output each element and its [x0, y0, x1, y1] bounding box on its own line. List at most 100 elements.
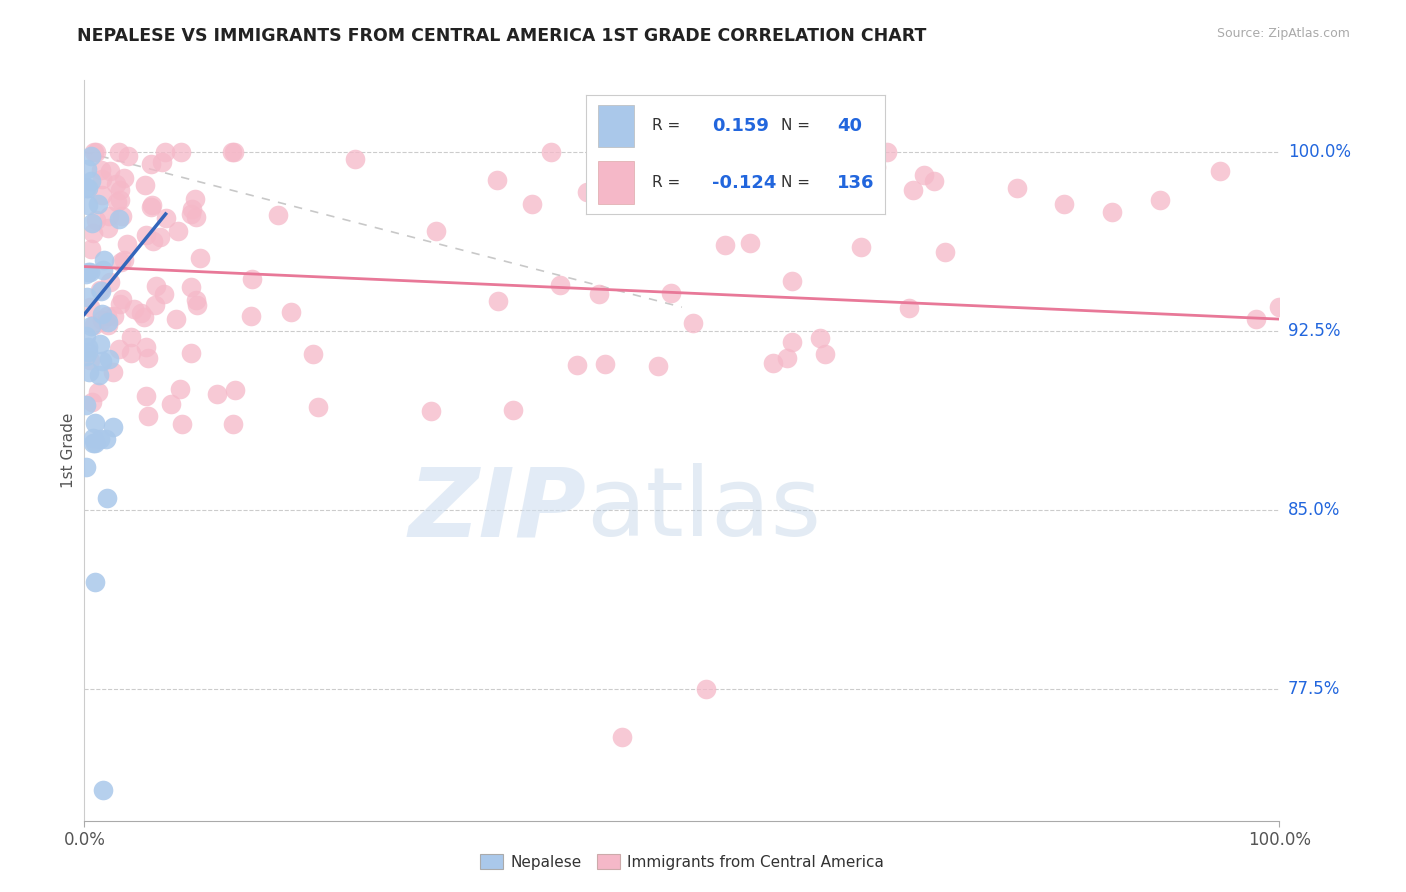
- Point: [180, 346, 202, 360]
- Point: [97, 315, 120, 329]
- Point: [91, 262, 114, 277]
- Point: [180, 280, 202, 294]
- Point: [181, 202, 204, 216]
- Point: [103, 309, 125, 323]
- Point: [84, 145, 107, 159]
- Point: [170, 417, 193, 432]
- Point: [851, 240, 873, 254]
- Point: [115, 237, 138, 252]
- Point: [808, 331, 831, 345]
- Point: [108, 342, 131, 356]
- Point: [520, 197, 543, 211]
- Point: [224, 145, 246, 159]
- Point: [75, 328, 97, 343]
- Point: [111, 209, 134, 223]
- Point: [307, 401, 329, 415]
- Point: [486, 293, 509, 308]
- Point: [1053, 197, 1076, 211]
- Point: [98, 275, 121, 289]
- Point: [343, 153, 366, 167]
- Point: [80, 174, 103, 188]
- Point: [224, 383, 246, 397]
- Point: [1268, 300, 1291, 314]
- Point: [876, 145, 898, 159]
- Point: [1209, 164, 1232, 178]
- Point: [695, 682, 717, 697]
- Point: [94, 432, 117, 446]
- Point: [86, 212, 108, 227]
- Point: [87, 368, 110, 383]
- Point: [682, 316, 704, 330]
- Point: [75, 398, 97, 412]
- Point: [703, 146, 725, 161]
- Point: [540, 145, 562, 159]
- Point: [221, 145, 243, 159]
- Point: [108, 193, 131, 207]
- Point: [75, 460, 97, 475]
- Point: [221, 417, 243, 431]
- Point: [141, 198, 163, 212]
- Point: [89, 284, 111, 298]
- Point: [1149, 193, 1171, 207]
- Point: [91, 353, 114, 368]
- Point: [79, 148, 101, 162]
- Point: [565, 358, 588, 372]
- Point: [502, 403, 524, 417]
- Point: [75, 267, 97, 281]
- Point: [89, 432, 111, 446]
- Point: [75, 350, 97, 364]
- Point: [145, 279, 167, 293]
- Point: [170, 145, 193, 159]
- Point: [184, 293, 207, 308]
- Point: [80, 318, 103, 333]
- Text: NEPALESE VS IMMIGRANTS FROM CENTRAL AMERICA 1ST GRADE CORRELATION CHART: NEPALESE VS IMMIGRANTS FROM CENTRAL AMER…: [77, 27, 927, 45]
- Point: [104, 178, 127, 192]
- Point: [107, 212, 129, 227]
- Point: [117, 148, 139, 162]
- Point: [96, 491, 118, 506]
- Point: [77, 181, 100, 195]
- Point: [166, 224, 188, 238]
- Point: [136, 351, 159, 366]
- Point: [82, 395, 104, 409]
- Point: [120, 345, 142, 359]
- Point: [903, 183, 925, 197]
- Point: [83, 435, 105, 450]
- Point: [97, 209, 120, 223]
- Point: [101, 419, 124, 434]
- Point: [80, 243, 103, 257]
- Text: 100.0%: 100.0%: [1288, 143, 1351, 161]
- Point: [98, 164, 121, 178]
- Y-axis label: 1st Grade: 1st Grade: [60, 413, 76, 488]
- Point: [83, 416, 105, 430]
- Point: [76, 265, 98, 279]
- Point: [242, 272, 264, 286]
- Point: [588, 286, 610, 301]
- Point: [108, 145, 131, 159]
- Legend: Nepalese, Immigrants from Central America: Nepalese, Immigrants from Central Americ…: [474, 847, 890, 876]
- Point: [82, 431, 104, 445]
- Point: [169, 382, 191, 396]
- Text: 92.5%: 92.5%: [1288, 322, 1340, 340]
- Point: [776, 351, 799, 365]
- Point: [865, 160, 887, 174]
- Point: [76, 161, 98, 176]
- Point: [603, 151, 626, 165]
- Point: [485, 173, 508, 187]
- Point: [90, 163, 112, 178]
- Point: [267, 208, 290, 222]
- Point: [184, 210, 207, 224]
- Point: [738, 236, 761, 251]
- Text: Source: ZipAtlas.com: Source: ZipAtlas.com: [1216, 27, 1350, 40]
- Point: [135, 228, 157, 243]
- Point: [612, 730, 634, 744]
- Point: [188, 251, 211, 265]
- Point: [205, 387, 228, 401]
- Point: [136, 409, 159, 424]
- Point: [83, 318, 105, 332]
- Point: [141, 157, 163, 171]
- Point: [132, 310, 155, 325]
- Point: [96, 310, 118, 324]
- Point: [75, 181, 97, 195]
- Point: [110, 254, 132, 268]
